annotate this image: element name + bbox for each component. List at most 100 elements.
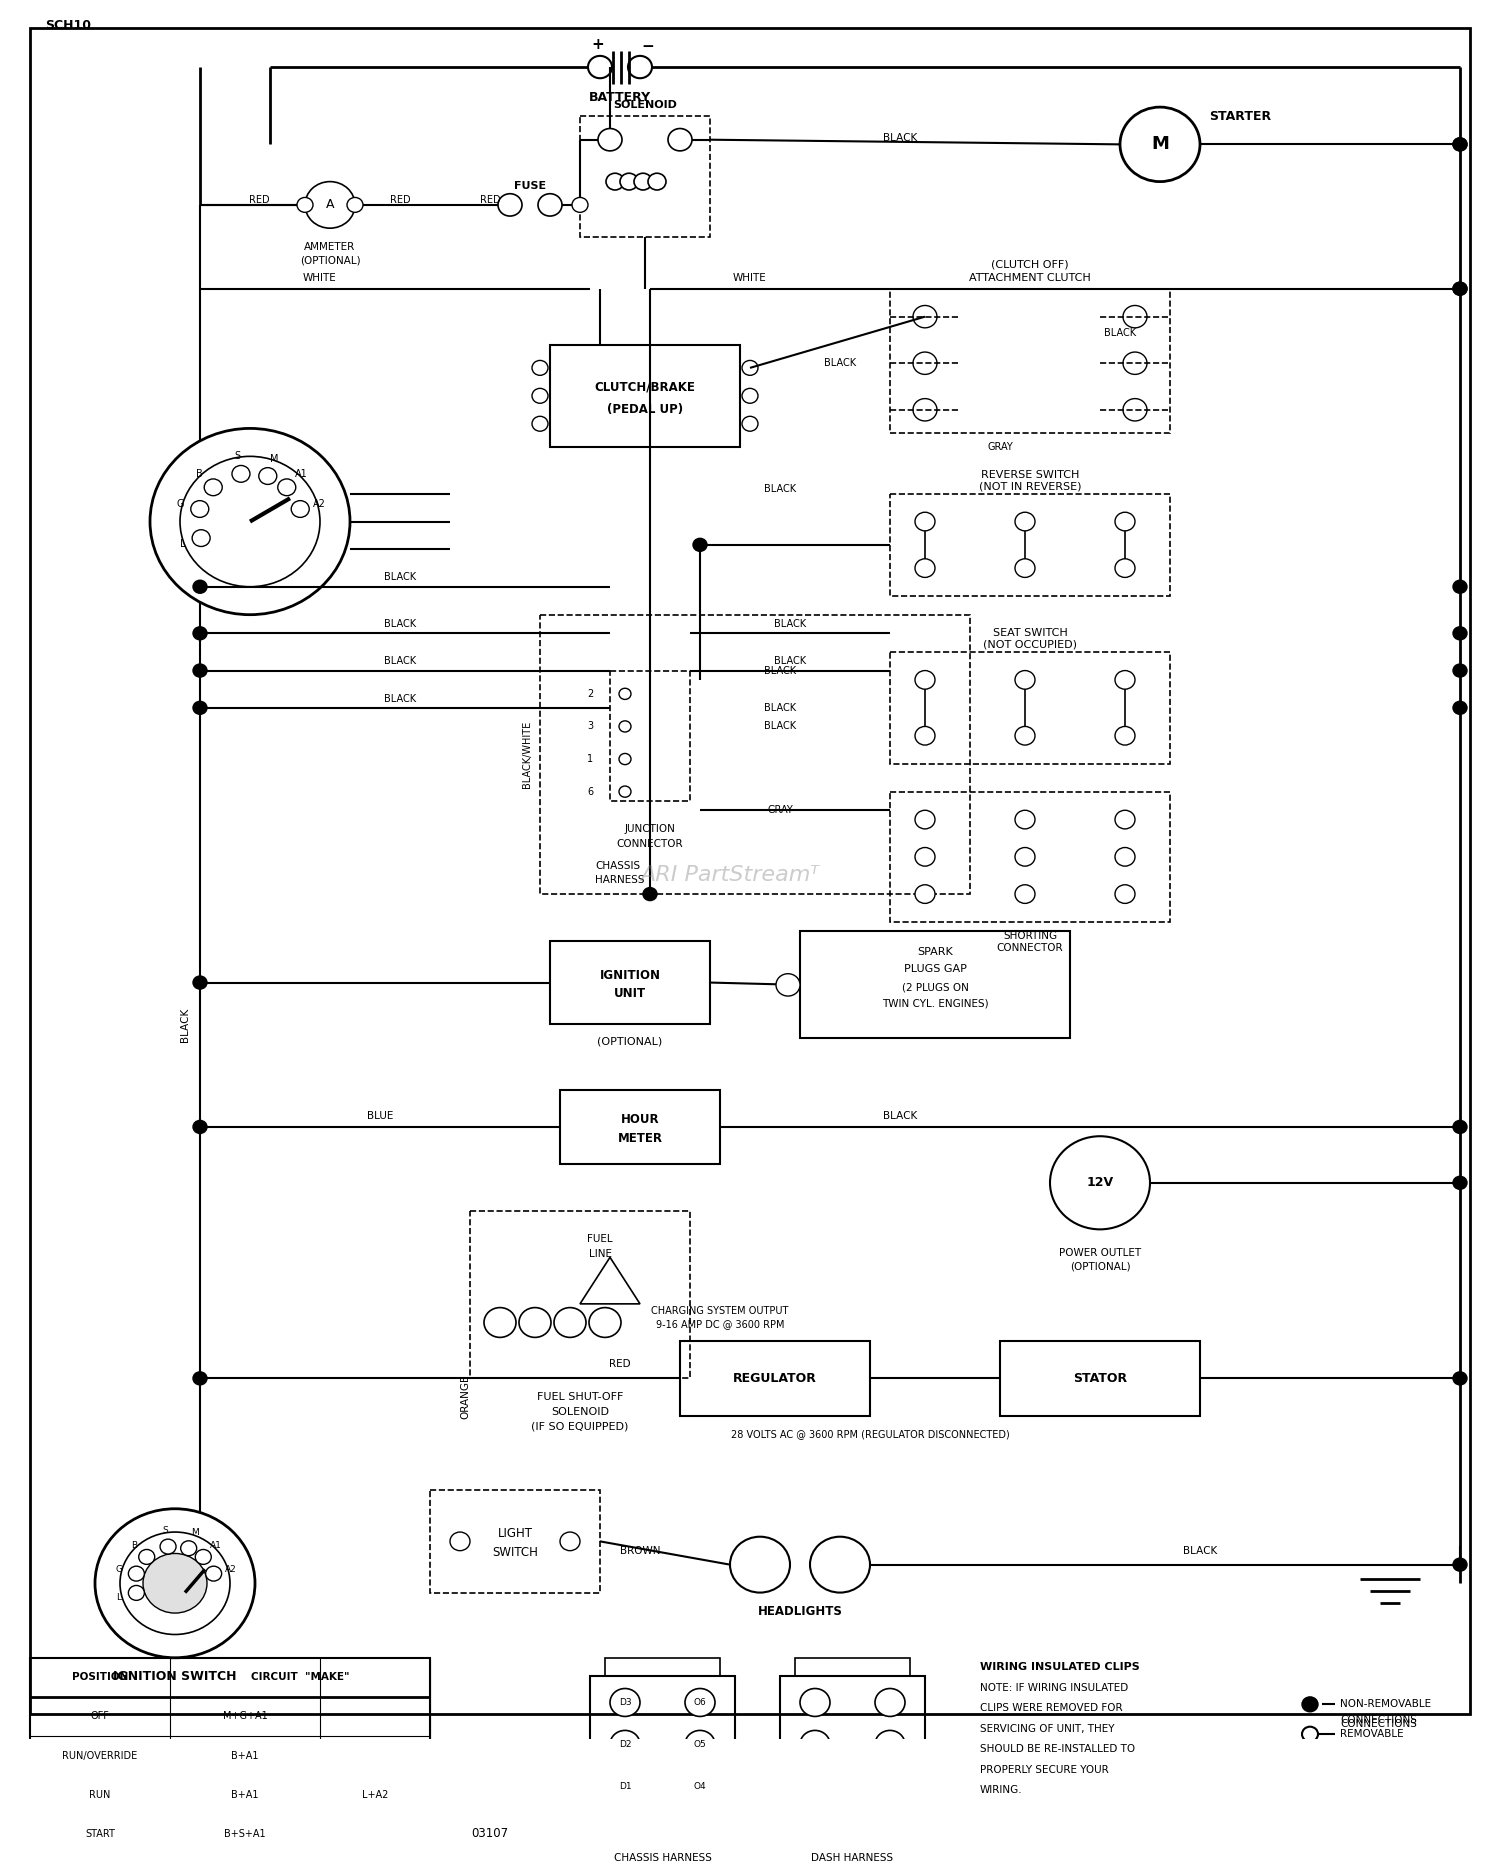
Text: A2: A2 (225, 1565, 237, 1574)
Text: O4: O4 (693, 1781, 706, 1790)
Text: O5: O5 (693, 1740, 706, 1749)
Text: BLACK: BLACK (764, 665, 796, 676)
Circle shape (532, 416, 548, 431)
Text: B+A1: B+A1 (231, 1790, 258, 1800)
Circle shape (554, 1307, 586, 1337)
Circle shape (1302, 1697, 1318, 1712)
Text: L: L (117, 1593, 122, 1602)
Text: HARNESS: HARNESS (596, 876, 645, 885)
Circle shape (120, 1533, 230, 1634)
Text: RED: RED (480, 196, 501, 205)
Text: BLACK: BLACK (384, 655, 416, 667)
Circle shape (1454, 702, 1467, 715)
Circle shape (519, 1307, 550, 1337)
Circle shape (194, 665, 207, 678)
Text: (CLUTCH OFF): (CLUTCH OFF) (992, 260, 1070, 269)
Circle shape (1124, 306, 1148, 329)
Circle shape (634, 174, 652, 190)
Circle shape (1016, 512, 1035, 530)
Circle shape (498, 194, 522, 217)
Circle shape (800, 1772, 830, 1800)
Circle shape (484, 1307, 516, 1337)
Circle shape (572, 198, 588, 213)
Text: WIRING.: WIRING. (980, 1785, 1023, 1794)
Text: ARI PartStreamᵀ: ARI PartStreamᵀ (640, 866, 819, 885)
Text: BLACK: BLACK (384, 620, 416, 629)
Bar (604, 1811, 720, 1830)
Circle shape (914, 400, 938, 420)
Bar (580, 116, 710, 237)
Circle shape (800, 1731, 830, 1759)
Circle shape (610, 1772, 640, 1800)
Text: CONNECTOR: CONNECTOR (616, 838, 684, 849)
Bar (550, 941, 710, 1025)
Bar (470, 1210, 690, 1378)
Bar (604, 1658, 720, 1677)
Circle shape (1016, 670, 1035, 689)
Text: DASH HARNESS: DASH HARNESS (812, 1854, 894, 1863)
Circle shape (648, 174, 666, 190)
Text: SCH10: SCH10 (45, 19, 92, 32)
Text: START: START (86, 1830, 116, 1839)
Bar (610, 670, 690, 801)
Circle shape (874, 1688, 904, 1716)
Circle shape (1050, 1137, 1150, 1228)
Text: +: + (591, 37, 604, 52)
Circle shape (742, 388, 758, 403)
Text: 6: 6 (586, 786, 592, 797)
Text: A1: A1 (210, 1540, 222, 1550)
Text: RED: RED (390, 196, 411, 205)
Circle shape (686, 1772, 716, 1800)
Text: SERVICING OF UNIT, THEY: SERVICING OF UNIT, THEY (980, 1723, 1114, 1734)
Circle shape (1114, 558, 1136, 577)
Text: 28 VOLTS AC @ 3600 RPM (REGULATOR DISCONNECTED): 28 VOLTS AC @ 3600 RPM (REGULATOR DISCON… (730, 1430, 1010, 1439)
Text: (IF SO EQUIPPED): (IF SO EQUIPPED) (531, 1423, 628, 1432)
Circle shape (874, 1772, 904, 1800)
Text: 9-16 AMP DC @ 3600 RPM: 9-16 AMP DC @ 3600 RPM (656, 1320, 784, 1329)
Circle shape (1114, 885, 1136, 904)
Text: B: B (130, 1540, 136, 1550)
Text: O6: O6 (693, 1697, 706, 1706)
Circle shape (150, 428, 350, 614)
Circle shape (914, 306, 938, 329)
Text: PROPERLY SECURE YOUR: PROPERLY SECURE YOUR (980, 1764, 1108, 1774)
Circle shape (180, 456, 320, 586)
Circle shape (915, 885, 934, 904)
Circle shape (190, 500, 208, 517)
Circle shape (194, 976, 207, 990)
Circle shape (742, 416, 758, 431)
Text: B+S+A1: B+S+A1 (224, 1830, 266, 1839)
Bar (890, 792, 1170, 922)
Circle shape (232, 465, 250, 482)
Text: GRAY: GRAY (766, 805, 794, 816)
Text: POWER OUTLET: POWER OUTLET (1059, 1247, 1142, 1258)
Text: UNIT: UNIT (614, 988, 646, 1001)
Circle shape (560, 1533, 580, 1551)
Text: 03107: 03107 (471, 1828, 509, 1841)
Text: SHORTING: SHORTING (1004, 932, 1058, 941)
Text: CHASSIS HARNESS: CHASSIS HARNESS (614, 1854, 711, 1863)
Text: L+A2: L+A2 (362, 1790, 388, 1800)
Text: M: M (1150, 134, 1168, 153)
Text: BROWN: BROWN (620, 1546, 660, 1555)
Text: M+G+A1: M+G+A1 (222, 1712, 267, 1721)
Text: (PEDAL UP): (PEDAL UP) (608, 403, 682, 416)
Text: 1: 1 (586, 754, 592, 764)
Text: (OPTIONAL): (OPTIONAL) (300, 256, 360, 265)
Text: BLACK: BLACK (884, 1111, 916, 1120)
Circle shape (686, 1731, 716, 1759)
Text: CHARGING SYSTEM OUTPUT: CHARGING SYSTEM OUTPUT (651, 1307, 789, 1316)
Text: HOUR: HOUR (621, 1113, 660, 1126)
Text: SPARK: SPARK (916, 947, 952, 956)
Circle shape (206, 1566, 222, 1581)
Text: SOLENOID: SOLENOID (550, 1408, 609, 1417)
Text: SOLENOID: SOLENOID (614, 101, 676, 110)
Circle shape (1454, 138, 1467, 151)
Circle shape (538, 194, 562, 217)
Text: S: S (234, 450, 240, 461)
Text: ORANGE: ORANGE (460, 1374, 470, 1419)
Circle shape (1114, 726, 1136, 745)
Circle shape (810, 1537, 870, 1593)
Circle shape (1016, 848, 1035, 866)
Text: FUSE: FUSE (514, 181, 546, 190)
